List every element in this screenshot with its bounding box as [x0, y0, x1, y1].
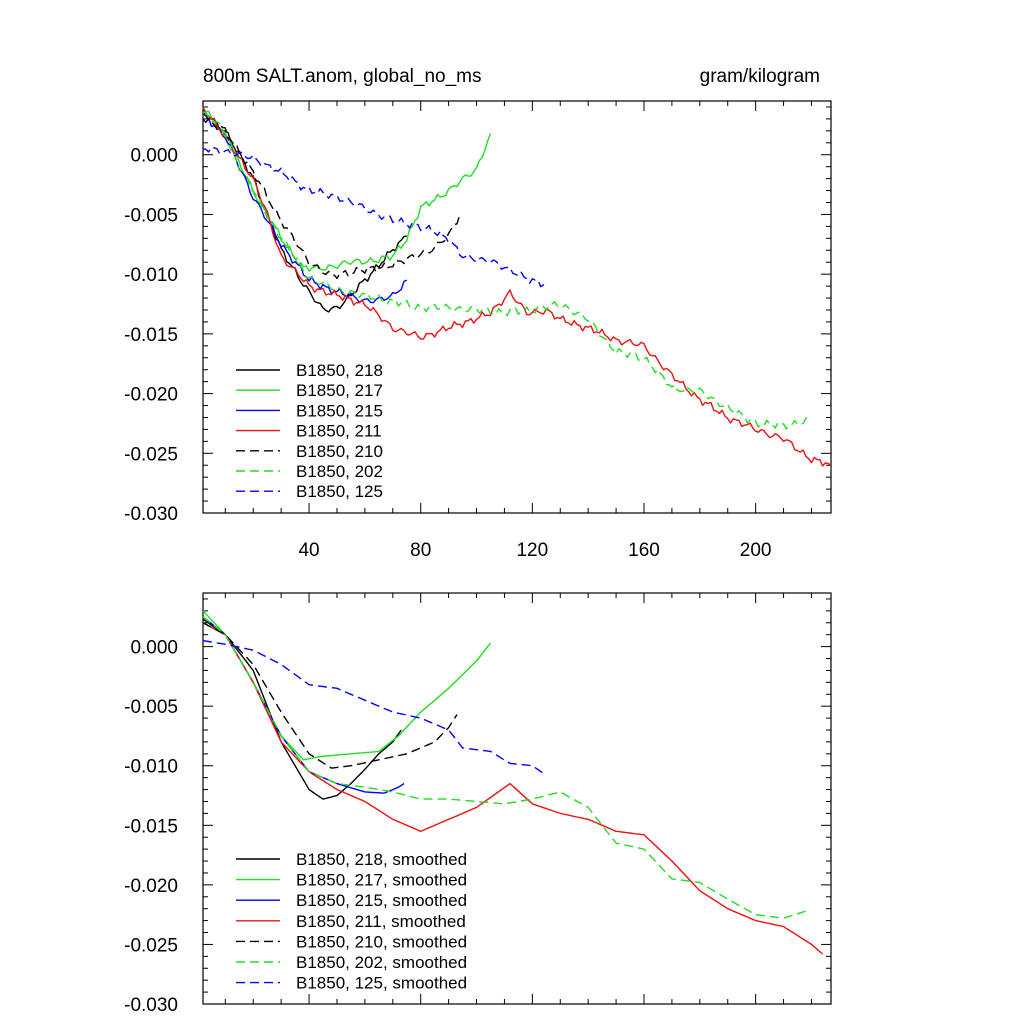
legend-label: B1850, 202, smoothed — [296, 953, 467, 972]
series-line — [202, 112, 407, 313]
chart-title: 800m SALT.anom, global_no_ms — [203, 66, 481, 87]
x-tick-label: 40 — [298, 540, 319, 561]
series-line — [202, 106, 492, 272]
series-line — [202, 146, 547, 288]
x-tick-label: 160 — [628, 540, 660, 561]
units-label: gram/kilogram — [700, 66, 820, 87]
plot-frame — [202, 592, 832, 1005]
legend-label: B1850, 218, smoothed — [296, 850, 467, 869]
top-panel: 40 80 120 160 200 0.000 -0.005 -0.010 -0.015 -0.0… — [124, 100, 832, 561]
y-tick-label: -0.025 — [124, 444, 178, 465]
series-line — [202, 106, 832, 467]
legend-label: B1850, 211 — [296, 422, 382, 441]
series-line — [202, 118, 461, 279]
y-tick-label: -0.010 — [124, 757, 178, 778]
legend-label: B1850, 125, smoothed — [296, 974, 467, 993]
y-tick-label: -0.010 — [124, 265, 178, 286]
y-tick-label: -0.020 — [124, 876, 178, 897]
series-line — [202, 112, 408, 304]
x-tick-label: 120 — [516, 540, 548, 561]
y-tick-label: -0.030 — [124, 995, 178, 1016]
y-tick-label: -0.020 — [124, 385, 178, 406]
legend-label: B1850, 218 — [296, 361, 383, 380]
series-line — [202, 616, 807, 919]
series-line — [202, 111, 812, 430]
legend-label: B1850, 217, smoothed — [296, 871, 467, 890]
legend-label: B1850, 211, smoothed — [296, 912, 466, 931]
bottom-panel: 0.000 -0.005 -0.010 -0.015 -0.020 -0.025 -0.03… — [124, 592, 832, 1016]
legend-label: B1850, 125 — [296, 482, 383, 501]
y-tick-label: -0.030 — [124, 504, 178, 525]
series-line — [202, 618, 402, 800]
x-tick-label: 200 — [740, 540, 772, 561]
series-line — [202, 640, 547, 776]
y-tick-label: -0.015 — [124, 816, 178, 837]
legend-label: B1850, 202 — [296, 462, 383, 481]
y-tick-label: -0.025 — [124, 935, 178, 956]
series-line — [202, 610, 492, 761]
x-tick-label: 80 — [410, 540, 431, 561]
y-tick-label: -0.005 — [124, 697, 178, 718]
y-tick-label: 0.000 — [130, 146, 178, 167]
y-tick-label: -0.015 — [124, 325, 178, 346]
legend-label: B1850, 217 — [296, 381, 383, 400]
legend-label: B1850, 215 — [296, 401, 383, 420]
legend-label: B1850, 210, smoothed — [296, 932, 467, 951]
series-line — [202, 622, 458, 769]
legend-label: B1850, 210 — [296, 442, 383, 461]
plot-frame — [202, 100, 832, 514]
y-tick-label: 0.000 — [130, 638, 178, 659]
legend-label: B1850, 215, smoothed — [296, 891, 467, 910]
y-tick-label: -0.005 — [124, 205, 178, 226]
